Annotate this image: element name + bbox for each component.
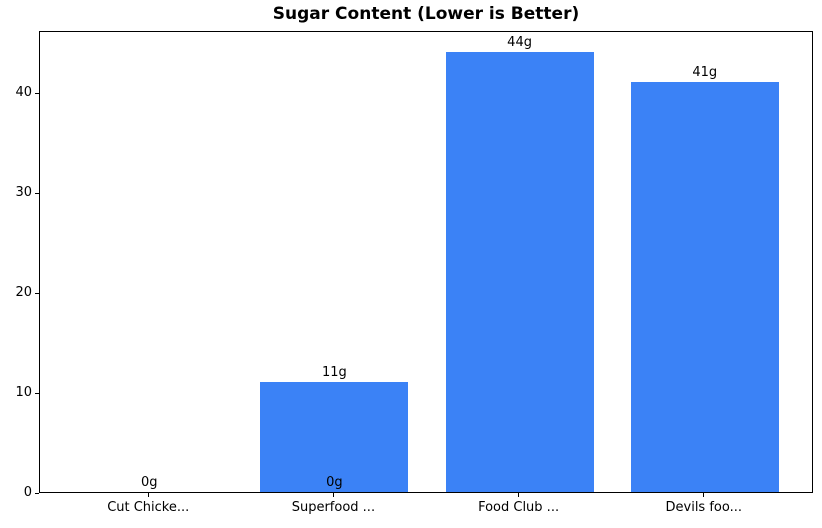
plot-area: 0g 11g 44g 41g 0g xyxy=(39,31,813,493)
bar-value-label: 41g xyxy=(692,65,718,80)
y-tick-label: 30 xyxy=(15,185,32,200)
bar-value-label-extra: 0g xyxy=(326,475,343,490)
y-tick-mark xyxy=(35,292,39,294)
y-tick-mark xyxy=(35,492,39,494)
y-tick-label: 10 xyxy=(15,385,32,400)
y-tick-label: 20 xyxy=(15,285,32,300)
y-tick-mark xyxy=(35,92,39,94)
x-tick-label: Superfood ... xyxy=(291,500,376,515)
y-tick-mark xyxy=(35,192,39,194)
x-tick-mark xyxy=(332,493,334,497)
bar xyxy=(260,382,409,492)
y-tick-mark xyxy=(35,392,39,394)
chart-title: Sugar Content (Lower is Better) xyxy=(272,4,580,24)
y-tick-label: 0 xyxy=(23,485,32,500)
bar-value-label: 11g xyxy=(322,365,347,380)
x-tick-label: Cut Chicke... xyxy=(107,500,190,515)
y-tick-label: 40 xyxy=(15,85,32,100)
x-tick-label: Devils foo... xyxy=(665,500,742,515)
x-tick-mark xyxy=(703,493,705,497)
x-tick-mark xyxy=(147,493,149,497)
bar xyxy=(630,82,779,492)
bar-value-label: 44g xyxy=(507,35,532,50)
bar-value-label: 0g xyxy=(140,475,158,490)
x-tick-mark xyxy=(518,493,520,497)
bar xyxy=(445,52,594,492)
x-tick-label: Food Club ... xyxy=(478,500,560,515)
